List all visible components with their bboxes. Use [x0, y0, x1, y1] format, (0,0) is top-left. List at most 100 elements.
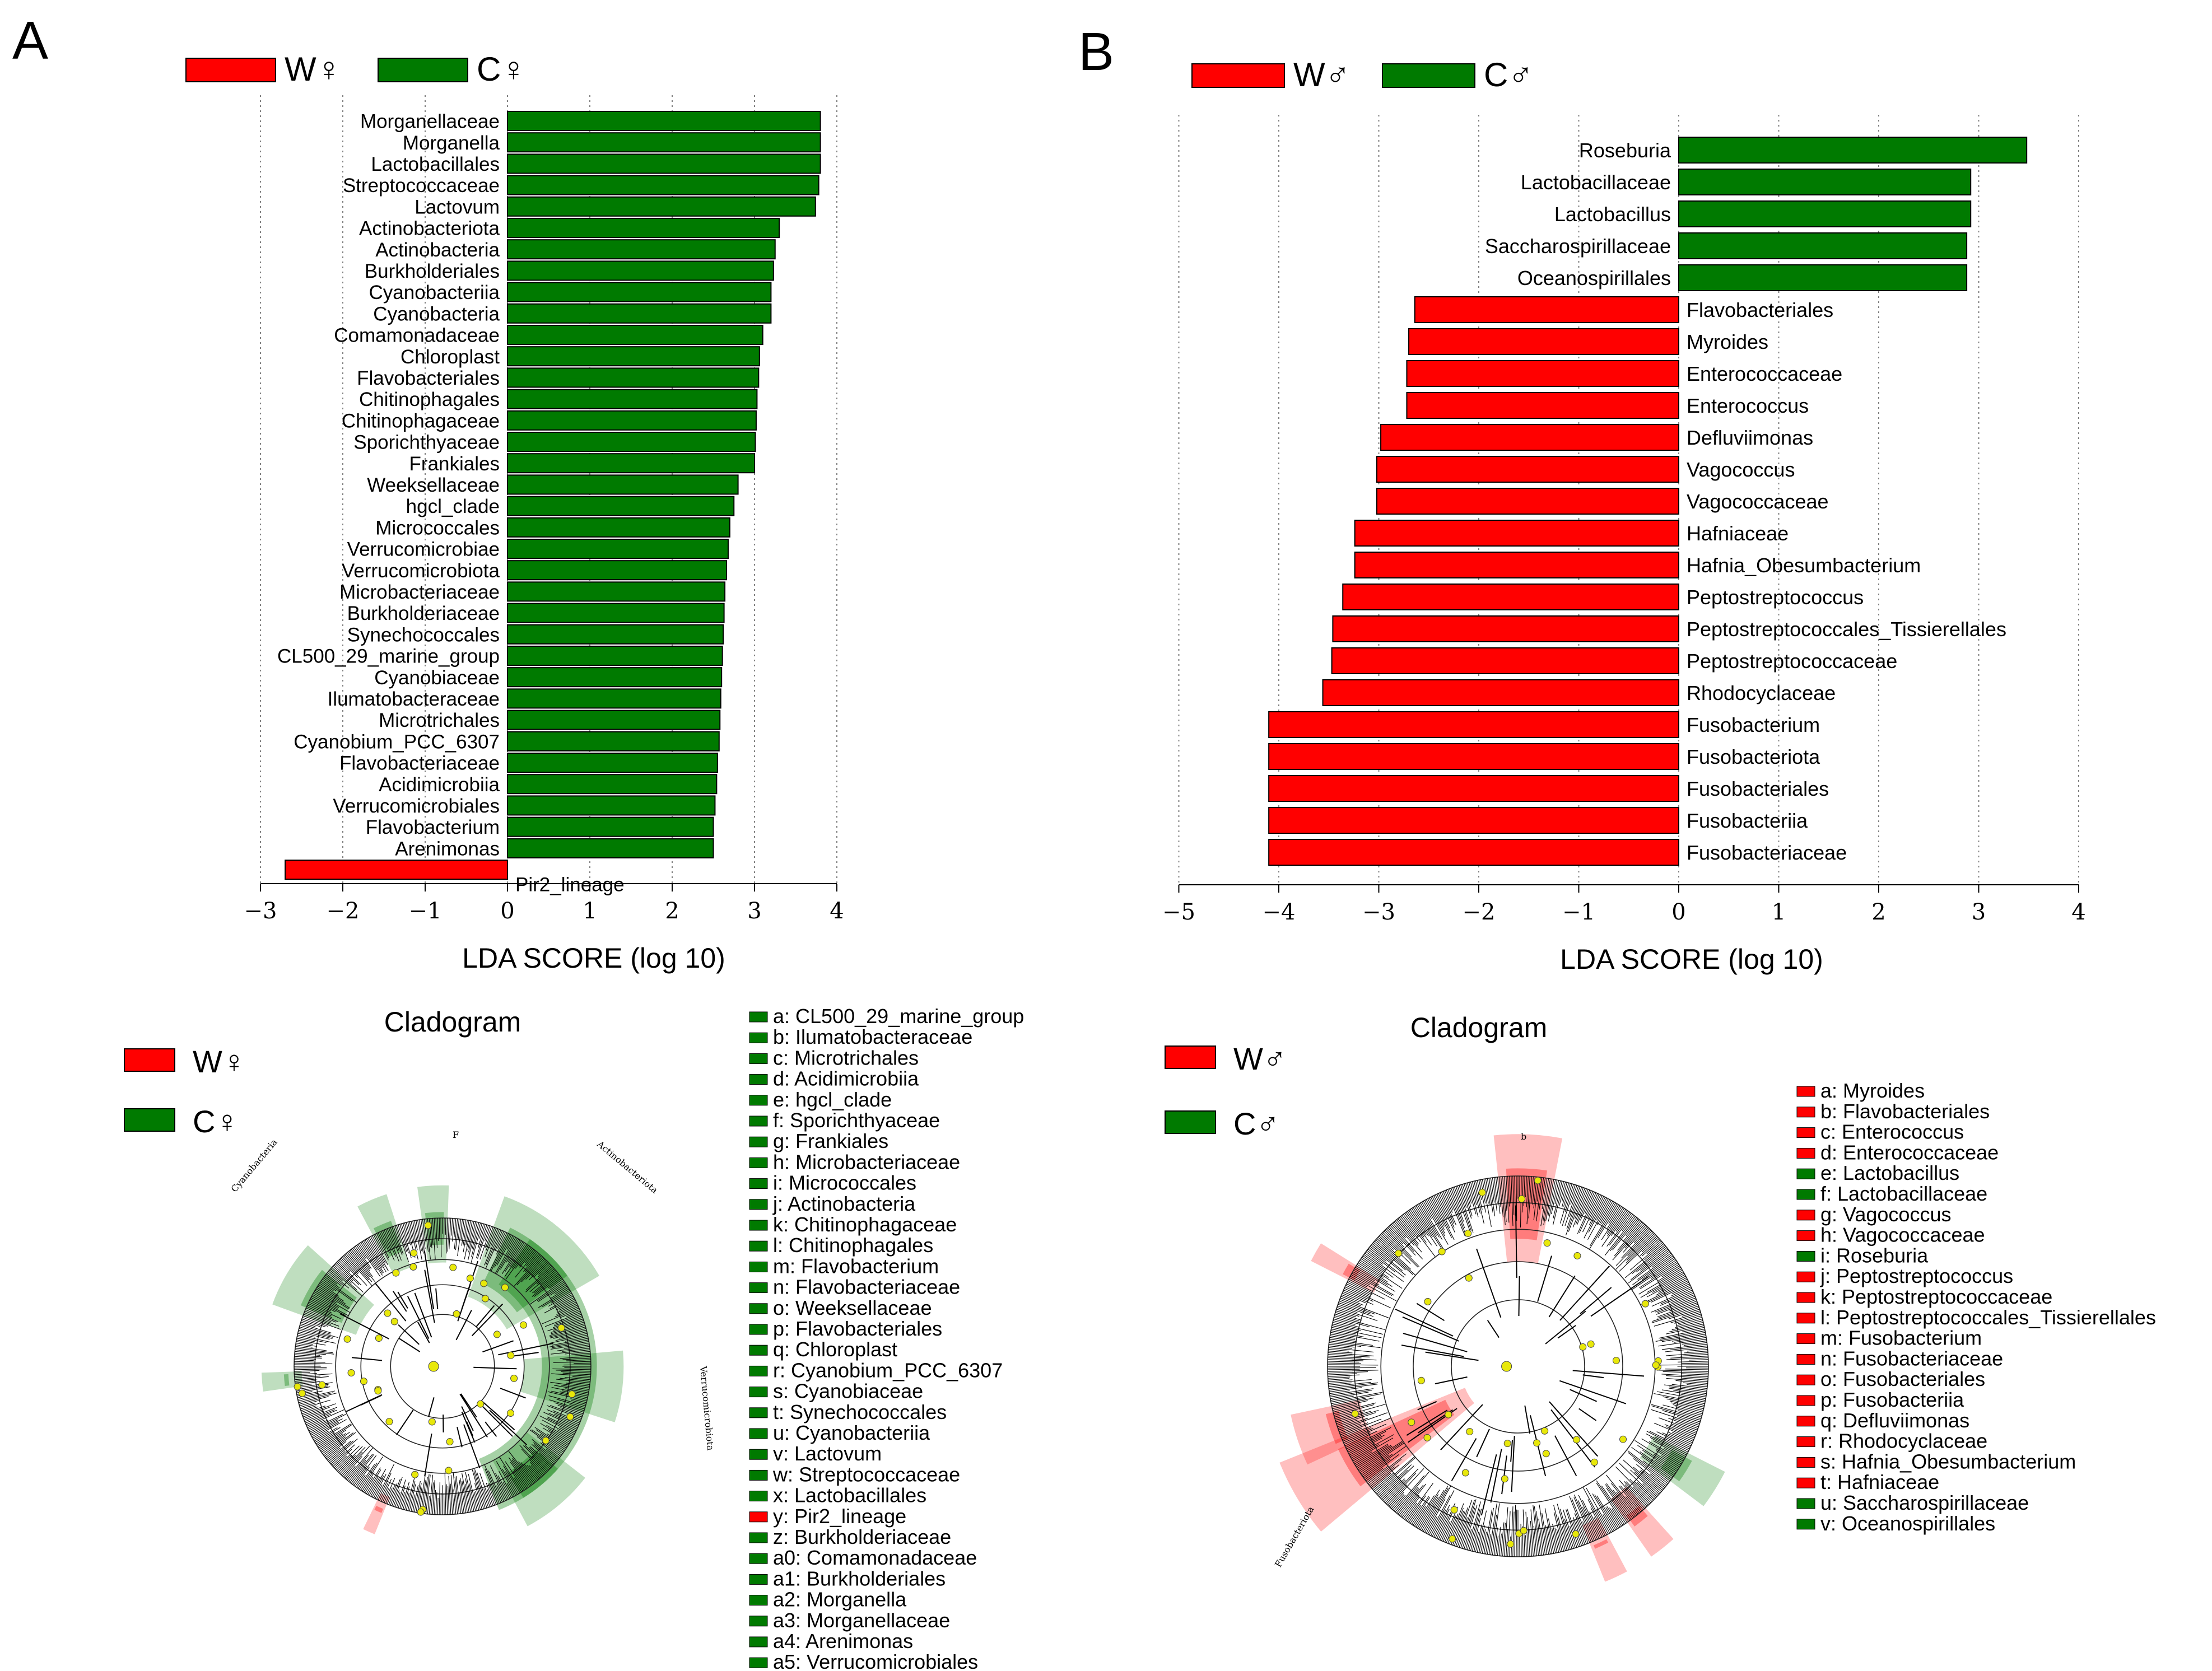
tree-node — [1572, 1436, 1580, 1444]
key-label: a: CL500_29_marine_group — [773, 1005, 1024, 1028]
key-label: z: Burkholderiaceae — [773, 1525, 951, 1548]
bar-label: Cyanobacteriia — [369, 282, 500, 304]
clade-highlight-inner — [1338, 1399, 1455, 1487]
key-swatch — [749, 1553, 768, 1564]
bar — [507, 432, 756, 452]
x-tick-label: −3 — [244, 898, 277, 924]
legend-label-w: W♂ — [1293, 56, 1351, 94]
key-label: c: Microtrichales — [773, 1046, 919, 1069]
key-label: t: Hafniaceae — [1820, 1471, 1939, 1493]
key-label: a: Myroides — [1820, 1079, 1925, 1102]
key-label: m: Fusobacterium — [1820, 1327, 1982, 1350]
key-swatch — [1796, 1189, 1815, 1200]
key-swatch — [1796, 1168, 1815, 1179]
key-label: f: Sporichthyaceae — [773, 1109, 940, 1132]
tree-node — [1449, 1535, 1456, 1543]
bar-label: Actinobacteria — [375, 239, 500, 261]
bar — [1678, 232, 1968, 259]
key-swatch — [1796, 1127, 1815, 1138]
tree-node — [477, 1400, 485, 1408]
tree-node — [374, 1387, 382, 1395]
bar — [507, 753, 718, 773]
bar — [1354, 552, 1679, 578]
bar-label: Streptococcaceae — [343, 175, 500, 197]
x-tick-label: −2 — [327, 898, 360, 924]
key-swatch — [749, 1365, 768, 1376]
tree-node — [1438, 1248, 1446, 1255]
tree-node — [1445, 1411, 1452, 1418]
bar-label: Cyanobium_PCC_6307 — [294, 731, 500, 753]
bar — [507, 667, 723, 688]
bar — [507, 774, 718, 795]
key-label: a1: Burkholderiales — [773, 1567, 946, 1590]
tree-node — [1394, 1249, 1402, 1257]
key-swatch — [749, 1574, 768, 1585]
x-tick-label: 0 — [1671, 899, 1685, 925]
clade-highlight — [1493, 1134, 1563, 1264]
key-swatch — [749, 1511, 768, 1523]
bar — [507, 795, 716, 816]
bar-label: Weeksellaceae — [367, 474, 500, 496]
key-label: h: Vagococcaceae — [1820, 1224, 1985, 1247]
key-label: a2: Morganella — [773, 1588, 907, 1611]
key-swatch — [1796, 1457, 1815, 1468]
bar-label: Rhodocyclaceae — [1687, 682, 1836, 704]
bar-label: Verrucomicrobiales — [333, 795, 500, 817]
x-axis-label: LDA SCORE (log 10) — [1560, 944, 1823, 975]
bar — [1268, 839, 1679, 866]
bar-label: Pir2_lineage — [515, 874, 625, 896]
tree-node — [417, 1508, 425, 1516]
key-swatch — [749, 1324, 768, 1335]
key-swatch — [1796, 1353, 1815, 1365]
key-swatch — [1796, 1271, 1815, 1282]
bar-label: Hafnia_Obesumbacterium — [1687, 554, 1921, 577]
bar — [507, 260, 774, 281]
key-label: i: Micrococcales — [773, 1171, 916, 1194]
tree-ring — [360, 1284, 525, 1449]
tree-node — [1543, 1239, 1551, 1247]
bar-label: Defluviimonas — [1687, 426, 1813, 449]
bar-label: Burkholderiaceae — [347, 603, 500, 624]
cladogram-title: Cladogram — [1410, 1012, 1548, 1043]
key-label: p: Fusobacteriia — [1820, 1388, 1964, 1411]
tree-node — [557, 1324, 565, 1332]
x-tick-label: 3 — [1972, 899, 1986, 925]
tree-node — [1424, 1297, 1432, 1305]
bar — [507, 474, 739, 495]
key-swatch — [749, 1261, 768, 1272]
bar-label: Acidimicrobiia — [379, 774, 500, 796]
tree-node — [294, 1383, 301, 1390]
tree-node — [1417, 1376, 1425, 1384]
bar-label: Chitinophagaceae — [342, 410, 500, 432]
tree-node — [507, 1351, 515, 1359]
key-label: e: hgcl_clade — [773, 1088, 892, 1111]
bar — [507, 603, 725, 623]
clade-label: F — [453, 1129, 459, 1140]
tree-node — [318, 1381, 326, 1389]
tree-node — [568, 1390, 576, 1398]
bar — [1331, 647, 1679, 674]
key-label: s: Cyanobiaceae — [773, 1380, 923, 1403]
bar — [507, 539, 729, 559]
bar-label: CL500_29_marine_group — [277, 646, 500, 668]
key-swatch — [749, 1449, 768, 1460]
bar-label: Lactobacillus — [1554, 203, 1671, 226]
tree-node — [390, 1318, 398, 1325]
bar — [507, 196, 816, 217]
x-tick-label: −1 — [1562, 899, 1595, 925]
key-label: j: Peptostreptococcus — [1820, 1264, 2013, 1287]
x-tick-label: −1 — [409, 898, 442, 924]
tree-tips — [294, 1217, 592, 1515]
key-label: t: Synechococcales — [773, 1401, 947, 1423]
bar-label: Peptostreptococcus — [1687, 586, 1864, 609]
tree-node — [1520, 1527, 1528, 1534]
key-swatch — [749, 1240, 768, 1252]
bar — [1678, 169, 1972, 195]
key-label: j: Actinobacteria — [772, 1192, 916, 1215]
key-swatch — [749, 1032, 768, 1043]
clade-highlight-inner — [374, 1506, 384, 1513]
key-label: w: Streptococcaceae — [772, 1463, 960, 1486]
tree-node — [1423, 1434, 1431, 1441]
key-swatch — [1796, 1230, 1815, 1241]
bar — [507, 239, 776, 260]
